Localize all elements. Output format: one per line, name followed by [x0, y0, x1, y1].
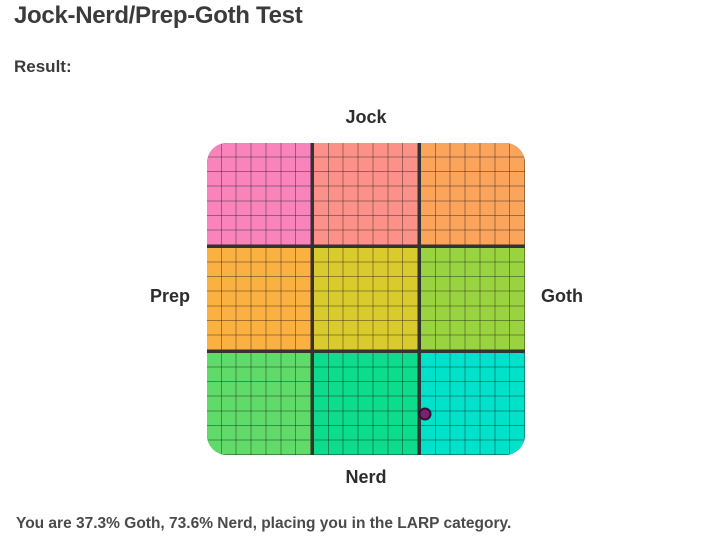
axis-label-prep: Prep	[149, 286, 190, 306]
alignment-grid	[207, 143, 525, 455]
grid-cell-1	[314, 143, 418, 245]
axis-label-nerd: Nerd	[345, 467, 387, 487]
grid-cell-7	[314, 353, 418, 455]
grid-cell-5	[421, 248, 525, 350]
grid-cell-0	[207, 143, 311, 245]
axis-label-goth: Goth	[541, 286, 583, 306]
grid-cell-8	[421, 353, 525, 455]
result-point	[418, 407, 432, 421]
grid-cell-4	[314, 248, 418, 350]
page-title: Jock-Nerd/Prep-Goth Test	[14, 2, 303, 29]
result-sentence: You are 37.3% Goth, 73.6% Nerd, placing …	[16, 515, 512, 532]
grid-cell-2	[421, 143, 525, 245]
grid-cell-6	[207, 353, 311, 455]
result-heading: Result:	[14, 57, 72, 76]
axis-label-jock: Jock	[345, 107, 387, 127]
grid-cell-3	[207, 248, 311, 350]
